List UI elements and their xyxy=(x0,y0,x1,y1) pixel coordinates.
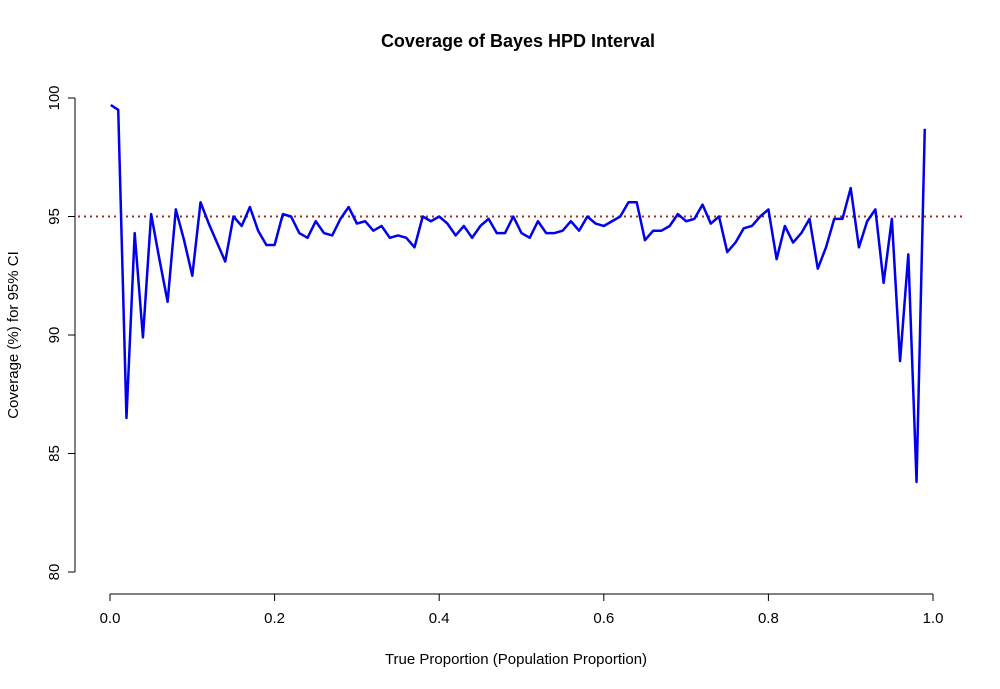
x-tick-label: 1.0 xyxy=(923,610,944,627)
y-tick-label: 80 xyxy=(46,564,63,581)
x-tick-label: 0.6 xyxy=(593,610,614,627)
x-axis-label: True Proportion (Population Proportion) xyxy=(385,651,647,668)
y-tick-label: 100 xyxy=(46,85,63,110)
chart-title: Coverage of Bayes HPD Interval xyxy=(381,31,655,51)
x-tick-label: 0.2 xyxy=(264,610,285,627)
x-tick-label: 0.4 xyxy=(429,610,450,627)
y-tick-label: 85 xyxy=(46,445,63,462)
x-tick-label: 0.8 xyxy=(758,610,779,627)
y-tick-label: 95 xyxy=(46,208,63,225)
x-tick-label: 0.0 xyxy=(100,610,121,627)
y-tick-label: 90 xyxy=(46,327,63,344)
y-axis-label: Coverage (%) for 95% CI xyxy=(5,251,22,419)
data-line xyxy=(110,104,927,484)
